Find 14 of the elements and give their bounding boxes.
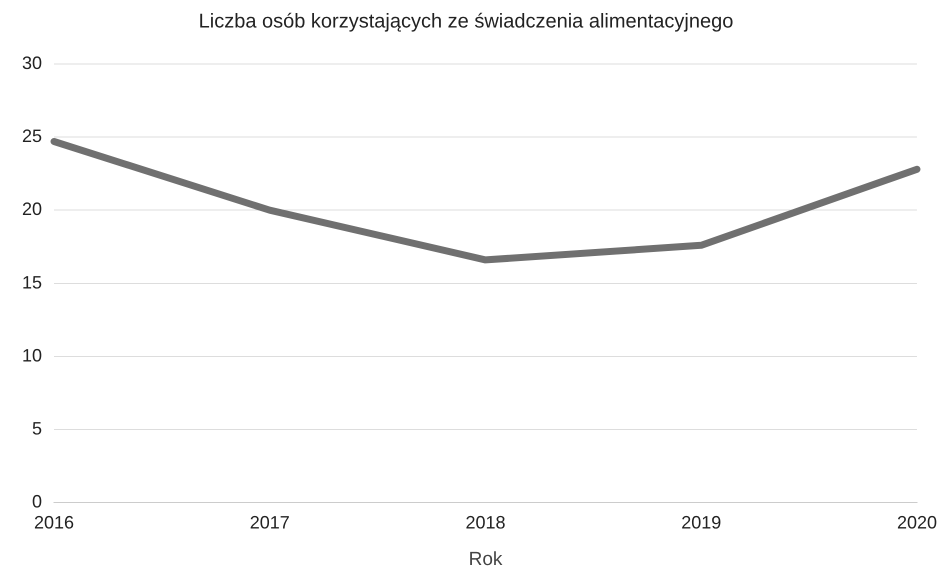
y-tick-label: 5 (32, 418, 42, 438)
x-tick-label: 2019 (681, 512, 722, 532)
x-tick-label: 2016 (34, 512, 74, 532)
x-tick-label: 2018 (465, 512, 506, 532)
y-tick-label: 20 (22, 199, 42, 220)
y-tick-label: 10 (22, 345, 42, 366)
chart-title: Liczba osób korzystających ze świadczenia alimentacyjnego (198, 10, 734, 33)
y-tick-label: 15 (22, 272, 42, 292)
x-tick-label: 2020 (896, 512, 937, 532)
y-tick-label: 25 (22, 126, 42, 146)
y-tick-label: 0 (32, 492, 42, 512)
x-tick-label: 2017 (250, 512, 290, 532)
x-axis-title: Rok (468, 548, 503, 570)
y-tick-label: 30 (22, 52, 42, 73)
